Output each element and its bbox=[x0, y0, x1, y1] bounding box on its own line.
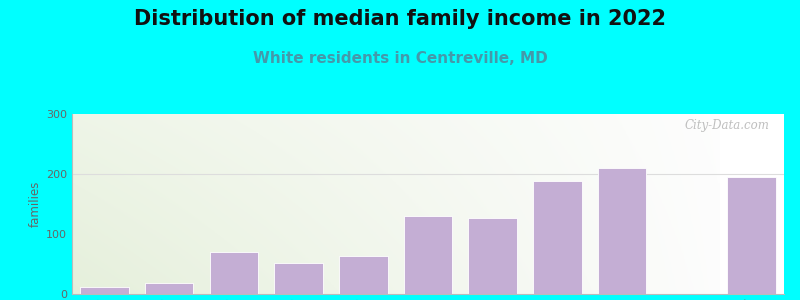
Bar bbox=[533, 181, 582, 294]
Bar bbox=[404, 216, 452, 294]
Bar bbox=[339, 256, 387, 294]
Bar bbox=[469, 218, 517, 294]
Text: White residents in Centreville, MD: White residents in Centreville, MD bbox=[253, 51, 547, 66]
Text: City-Data.com: City-Data.com bbox=[685, 119, 770, 132]
Bar bbox=[727, 177, 776, 294]
Bar bbox=[80, 287, 129, 294]
Text: Distribution of median family income in 2022: Distribution of median family income in … bbox=[134, 9, 666, 29]
Bar bbox=[274, 263, 323, 294]
Y-axis label: families: families bbox=[29, 181, 42, 227]
Bar bbox=[598, 168, 646, 294]
Bar bbox=[210, 252, 258, 294]
Bar bbox=[145, 283, 194, 294]
